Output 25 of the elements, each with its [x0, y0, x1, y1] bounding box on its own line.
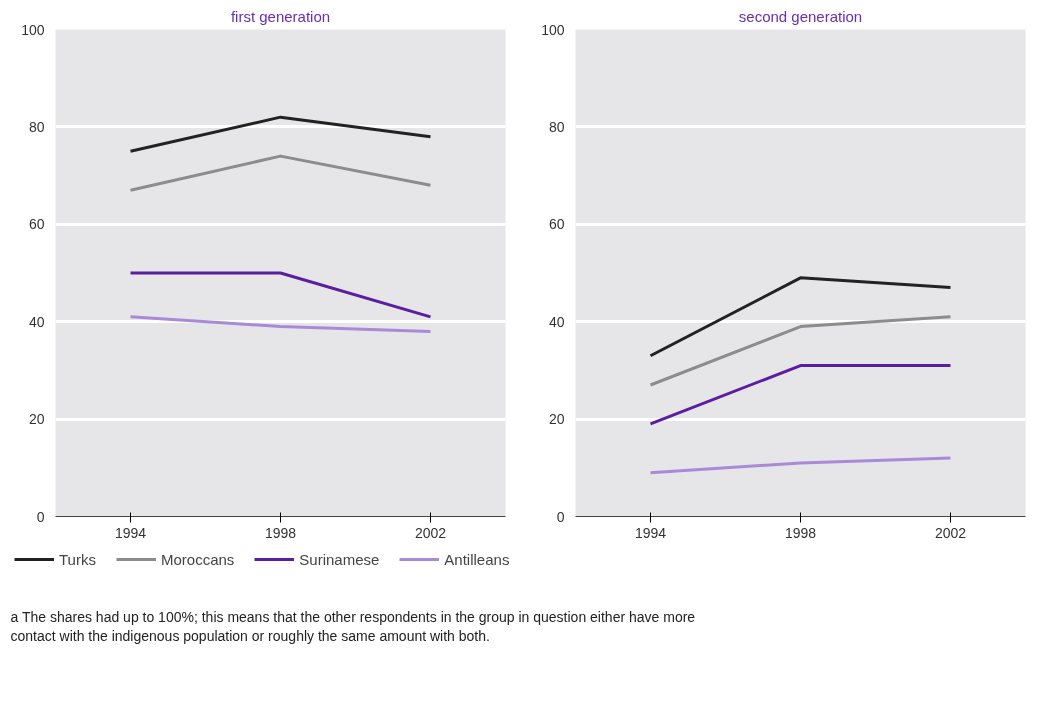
x-tick-label: 2002 [414, 524, 447, 541]
legend-label: Antilleans [444, 550, 510, 568]
y-tick-label: 40 [28, 313, 45, 330]
y-tick-label: 40 [548, 313, 565, 330]
legend-label: Surinamese [299, 550, 380, 568]
x-tick-label: 1994 [634, 524, 667, 541]
y-tick-label: 0 [556, 508, 565, 525]
x-tick-label: 1998 [784, 524, 817, 541]
y-tick-label: 100 [21, 21, 45, 38]
x-tick-label: 1994 [114, 524, 147, 541]
chart-title: second generation [738, 7, 863, 25]
legend-label: Moroccans [160, 550, 235, 568]
y-tick-label: 0 [36, 508, 45, 525]
x-tick-label: 1998 [264, 524, 297, 541]
y-tick-label: 80 [28, 118, 45, 135]
x-tick-label: 2002 [934, 524, 967, 541]
chart-title: first generation [230, 7, 331, 25]
y-tick-label: 100 [541, 21, 565, 38]
y-tick-label: 60 [548, 216, 565, 233]
y-tick-label: 60 [28, 216, 45, 233]
y-tick-label: 20 [548, 411, 565, 428]
y-tick-label: 80 [548, 118, 565, 135]
y-tick-label: 20 [28, 411, 45, 428]
text: a The shares had up to 100%; this means that the other respondents in the group in question either have more contact with the indigenous population or roughly the same amount with both. [10, 608, 696, 644]
legend-label: Turks [59, 550, 96, 568]
